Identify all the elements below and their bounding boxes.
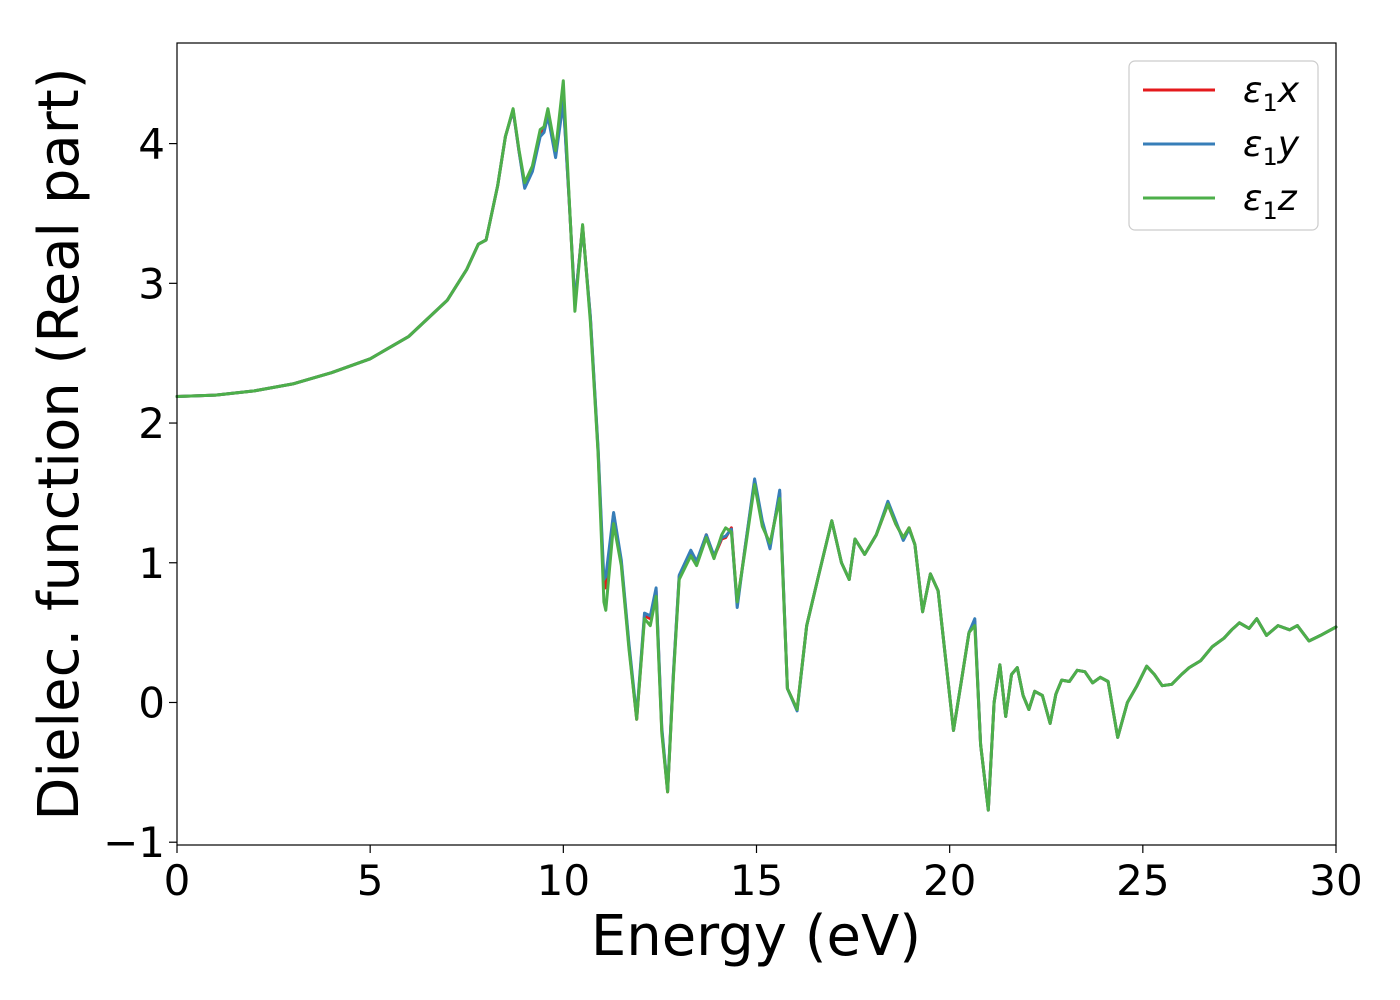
y-tick-label: 1 <box>138 539 165 588</box>
y-tick-label: 3 <box>138 259 165 308</box>
legend-label-0: ε1x <box>1243 70 1300 117</box>
legend-label-1: ε1y <box>1243 124 1300 171</box>
x-axis-ticks: 0 5 10 15 20 25 30 <box>164 845 1363 905</box>
legend-subscript: 1 <box>1262 197 1277 225</box>
legend-subscript: 1 <box>1262 89 1277 117</box>
y-tick-label: 0 <box>138 678 165 727</box>
x-tick-label: 25 <box>1116 856 1169 905</box>
series-line-2 <box>175 79 1338 812</box>
x-tick-label: 20 <box>923 856 976 905</box>
legend-label-2: ε1z <box>1243 178 1298 225</box>
x-tick-label: 5 <box>357 856 384 905</box>
y-tick-label: 4 <box>138 120 165 169</box>
legend-axis: z <box>1277 178 1298 219</box>
series-layer <box>175 79 1338 812</box>
x-tick-label: 15 <box>730 856 783 905</box>
y-axis-ticks: −1 0 1 2 3 4 <box>103 120 177 867</box>
legend-axis: x <box>1277 70 1300 111</box>
y-tick-label: −1 <box>103 818 165 867</box>
x-tick-label: 0 <box>164 856 191 905</box>
x-tick-label: 30 <box>1309 856 1362 905</box>
legend-box <box>1128 60 1319 231</box>
y-axis-title: Dielec. function (Real part) <box>27 67 92 820</box>
y-tick-label: 2 <box>138 399 165 448</box>
legend-symbol: ε <box>1243 124 1262 165</box>
legend-subscript: 1 <box>1262 143 1277 171</box>
x-tick-label: 10 <box>537 856 590 905</box>
x-axis-title: Energy (eV) <box>591 904 921 969</box>
legend-symbol: ε <box>1243 178 1262 219</box>
legend-axis: y <box>1277 124 1300 165</box>
legend-symbol: ε <box>1243 70 1262 111</box>
